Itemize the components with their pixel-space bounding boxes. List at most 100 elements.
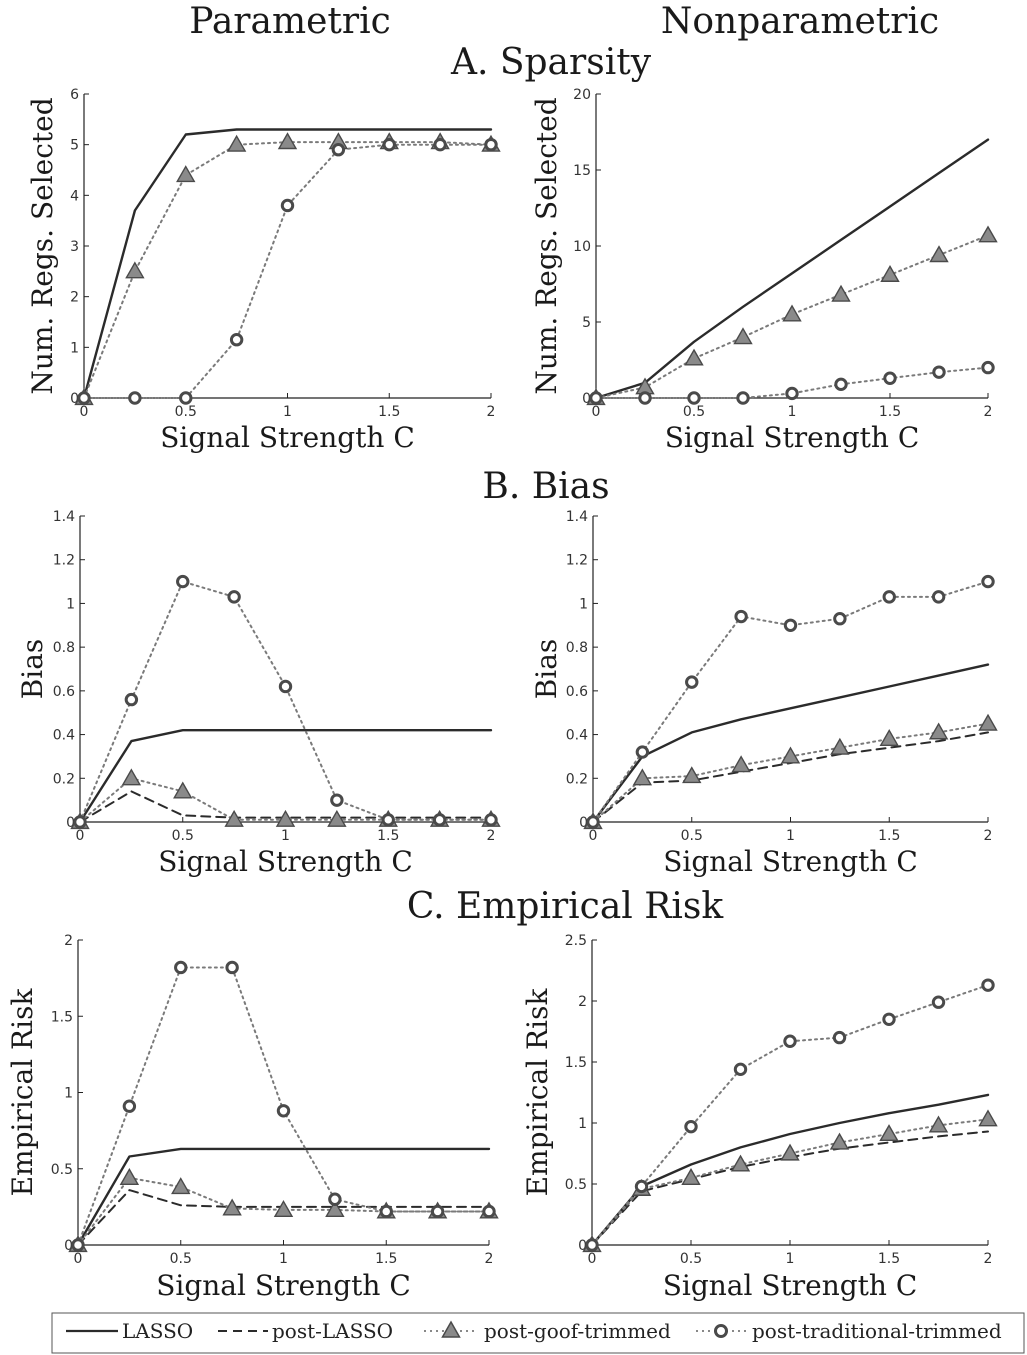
- data-point-triangle: [171, 1177, 191, 1195]
- data-point-triangle: [681, 1167, 701, 1185]
- x-tick-label: 0.5: [175, 404, 197, 420]
- data-point-circle: [882, 590, 896, 604]
- data-point-circle: [176, 574, 190, 589]
- series-line-lasso: [591, 663, 990, 824]
- x-axis-label: Signal Strength C: [160, 421, 415, 454]
- data-point-circle: [684, 1119, 698, 1134]
- y-tick-label: 1: [579, 596, 588, 612]
- y-tick-label: 0.6: [566, 684, 588, 700]
- data-point-circle: [834, 377, 848, 392]
- y-tick-label: 10: [573, 239, 591, 255]
- y-tick-label: 0.5: [565, 1177, 587, 1193]
- data-point-circle: [73, 815, 87, 829]
- x-tick-label: 0: [592, 404, 601, 420]
- series-line-lasso: [590, 1093, 990, 1247]
- x-tick-label: 1.5: [377, 828, 399, 844]
- data-point-circle: [638, 391, 652, 405]
- series-line-post-traditional-trimmed: [83, 143, 492, 399]
- x-tick-label: 1: [788, 404, 797, 420]
- data-point-circle: [328, 1192, 342, 1206]
- series-line-post-traditional-trimmed: [592, 580, 989, 823]
- data-point-circle: [585, 1238, 599, 1252]
- series-line-lasso: [78, 729, 493, 824]
- y-tick-label: 0: [64, 1238, 73, 1254]
- data-point-circle: [276, 1104, 291, 1118]
- y-tick-label: 0: [582, 391, 591, 407]
- y-axis-label: Num. Regs. Selected: [26, 97, 59, 394]
- y-tick-label: 1.4: [566, 509, 588, 525]
- panel-bias-nonparametric: 0 0.2 0.4 0.6 0.8 1 1.2 1.4 0 0.5 1 1.5 2 Signal Stre…: [530, 509, 998, 878]
- data-point-triangle: [879, 729, 899, 747]
- x-tick-label: 2: [487, 828, 496, 844]
- y-tick-label: 0.8: [566, 640, 588, 656]
- data-point-triangle: [978, 1109, 998, 1127]
- legend-marker-traditional: [714, 1324, 728, 1338]
- data-point-circle: [883, 371, 897, 385]
- data-point-circle: [635, 745, 650, 759]
- x-tick-label: 1: [786, 1251, 795, 1267]
- data-point-triangle: [119, 1167, 140, 1185]
- panel-bias-parametric: 0 0.2 0.4 0.6 0.8 1 1.2 1.4 0 0.5 1 1.5 2 Signal Stre…: [16, 509, 501, 878]
- data-point-circle: [430, 1204, 445, 1219]
- y-tick-label: 5: [582, 315, 591, 331]
- y-tick-label: 0.2: [53, 771, 75, 787]
- x-tick-label: 0: [74, 1251, 83, 1267]
- x-tick-label: 2: [485, 1251, 494, 1267]
- x-tick-label: 0.5: [681, 828, 703, 844]
- y-tick-label: 1: [66, 596, 75, 612]
- data-point-circle: [932, 365, 946, 379]
- y-tick-label: 1: [578, 1116, 587, 1132]
- x-tick-label: 1.5: [878, 1251, 900, 1267]
- y-tick-label: 0.4: [53, 728, 75, 744]
- x-axis-label: Signal Strength C: [665, 421, 920, 454]
- y-axis-label: Empirical Risk: [521, 988, 554, 1197]
- legend-box: [51, 1312, 1025, 1354]
- series-line-post-lasso: [77, 1189, 490, 1246]
- y-axis-label: Num. Regs. Selected: [530, 97, 563, 394]
- y-tick-label: 6: [70, 87, 79, 103]
- y-tick-label: 5: [70, 138, 79, 154]
- data-point-triangle: [780, 746, 801, 764]
- data-point-circle: [484, 813, 498, 827]
- data-point-circle: [733, 1062, 748, 1077]
- series-line-post-traditional-trimmed: [79, 580, 492, 823]
- y-tick-label: 2: [578, 994, 587, 1010]
- data-point-triangle: [782, 304, 802, 322]
- data-point-circle: [227, 590, 241, 604]
- x-tick-label: 0.5: [680, 1251, 702, 1267]
- data-point-circle: [981, 360, 995, 375]
- y-tick-label: 1.2: [566, 553, 588, 569]
- data-point-triangle: [176, 165, 196, 183]
- x-axis-label: Signal Strength C: [158, 845, 413, 878]
- x-tick-label: 1.5: [879, 404, 901, 420]
- data-point-triangle: [929, 245, 949, 263]
- data-point-circle: [931, 995, 946, 1009]
- y-tick-label: 1.2: [53, 553, 75, 569]
- x-tick-label: 1.5: [375, 1251, 397, 1267]
- data-point-triangle: [327, 809, 347, 827]
- series-line-post-lasso: [592, 731, 989, 823]
- data-point-triangle: [879, 1124, 899, 1142]
- data-point-triangle: [632, 768, 653, 786]
- y-axis-label: Empirical Risk: [6, 988, 39, 1197]
- y-tick-label: 1: [70, 340, 79, 356]
- data-point-triangle: [684, 348, 704, 366]
- panel-risk-nonparametric: 0 0.5 1 1.5 2 2.5 0 0.5 1 1.5 2 Signal Strength C Em…: [521, 933, 998, 1302]
- y-tick-label: 3: [70, 239, 79, 255]
- data-point-triangle: [928, 1115, 949, 1133]
- data-point-circle: [124, 692, 139, 707]
- section-title-empirical-risk: C. Empirical Risk: [407, 886, 725, 927]
- data-point-circle: [981, 978, 995, 992]
- x-tick-label: 0: [76, 828, 85, 844]
- legend: LASSO post-LASSO post-goof-trimmed post-…: [51, 1312, 1025, 1354]
- series-line-post-traditional-trimmed: [591, 984, 989, 1246]
- data-point-circle: [882, 1012, 896, 1026]
- data-point-triangle: [978, 225, 998, 243]
- data-point-circle: [685, 675, 699, 689]
- x-tick-label: 2: [487, 404, 496, 420]
- y-tick-label: 1.5: [565, 1055, 587, 1071]
- y-tick-label: 15: [573, 163, 591, 179]
- data-point-circle: [482, 1204, 496, 1219]
- data-point-circle: [634, 1179, 649, 1194]
